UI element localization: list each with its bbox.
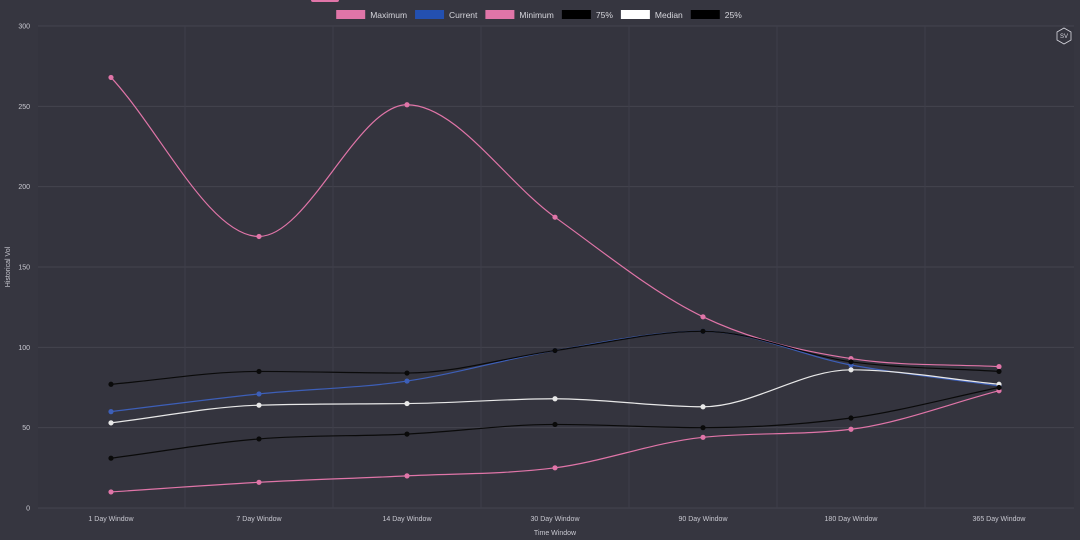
legend-swatch <box>415 10 445 19</box>
legend-label: Median <box>655 10 683 20</box>
data-point[interactable] <box>108 409 114 415</box>
x-axis-title: Time Window <box>534 530 577 537</box>
y-tick-label: 250 <box>18 104 30 111</box>
y-tick-label: 100 <box>18 345 30 352</box>
y-axis-title: Historical Vol <box>5 246 12 287</box>
x-tick-label: 7 Day Window <box>236 516 282 523</box>
data-point[interactable] <box>552 214 558 220</box>
data-point[interactable] <box>404 473 410 479</box>
legend-item[interactable]: Current <box>415 10 478 20</box>
hexagon-logo-icon <box>1056 27 1072 45</box>
legend-swatch <box>485 10 515 19</box>
legend[interactable]: Maximum Current Minimum 75% Median 25% <box>336 10 742 20</box>
data-point[interactable] <box>108 420 114 426</box>
x-tick-label: 1 Day Window <box>88 516 134 523</box>
watermark-logo: SV <box>1056 27 1072 45</box>
data-point[interactable] <box>256 402 262 408</box>
y-tick-label: 300 <box>18 24 30 31</box>
data-point[interactable] <box>108 74 114 81</box>
x-tick-label: 14 Day Window <box>382 516 432 523</box>
legend-label: Current <box>449 10 478 20</box>
series-line-maximum <box>110 77 1000 368</box>
data-point[interactable] <box>552 347 558 354</box>
data-point[interactable] <box>404 431 410 437</box>
y-tick-label: 50 <box>22 425 30 432</box>
data-point[interactable] <box>996 368 1002 375</box>
top-tab-indicator <box>311 0 339 2</box>
data-point[interactable] <box>404 378 410 384</box>
legend-label: 25% <box>725 10 742 20</box>
data-point[interactable] <box>108 381 114 387</box>
data-point[interactable] <box>700 425 706 431</box>
series <box>108 74 1002 495</box>
series-minimum <box>108 388 1002 495</box>
data-point[interactable] <box>552 421 558 428</box>
y-tick-label: 150 <box>18 265 30 272</box>
data-point[interactable] <box>404 102 410 108</box>
data-point[interactable] <box>996 384 1002 391</box>
legend-item[interactable]: 25% <box>690 10 742 20</box>
data-point[interactable] <box>108 455 114 461</box>
x-axis: 1 Day Window 7 Day Window 14 Day Window 30 … <box>88 516 1026 523</box>
legend-swatch <box>561 10 591 19</box>
grid <box>38 25 1074 509</box>
data-point[interactable] <box>404 400 410 407</box>
watermark-text: SV <box>1060 34 1068 40</box>
data-point[interactable] <box>700 434 706 440</box>
legend-item[interactable]: Maximum <box>336 10 407 20</box>
series-25pct <box>108 384 1002 461</box>
data-point[interactable] <box>700 314 706 320</box>
legend-item[interactable]: 75% <box>561 10 613 20</box>
data-point[interactable] <box>552 465 558 471</box>
series-maximum <box>108 74 1002 370</box>
data-point[interactable] <box>700 328 706 334</box>
legend-item[interactable]: Median <box>620 10 683 20</box>
data-point[interactable] <box>108 489 114 495</box>
y-tick-label: 0 <box>26 506 30 513</box>
data-point[interactable] <box>256 479 262 485</box>
data-point[interactable] <box>848 426 854 432</box>
legend-item[interactable]: Minimum <box>485 10 554 20</box>
legend-swatch <box>620 10 650 19</box>
legend-label: Maximum <box>370 10 407 20</box>
data-point[interactable] <box>404 370 410 376</box>
x-tick-label: 180 Day Window <box>825 516 879 523</box>
data-point[interactable] <box>256 391 262 397</box>
data-point[interactable] <box>256 233 262 240</box>
data-point[interactable] <box>848 367 854 373</box>
series-median <box>108 367 1002 426</box>
data-point[interactable] <box>256 436 262 442</box>
data-point[interactable] <box>256 368 262 375</box>
legend-swatch <box>690 10 720 19</box>
x-tick-label: 30 Day Window <box>530 516 580 523</box>
data-point[interactable] <box>700 404 706 410</box>
data-point[interactable] <box>552 396 558 402</box>
legend-label: 75% <box>596 10 613 20</box>
x-tick-label: 90 Day Window <box>678 516 728 523</box>
y-axis: 0 50 100 150 200 250 300 <box>18 24 30 513</box>
legend-swatch <box>336 10 366 19</box>
data-point[interactable] <box>848 415 854 421</box>
y-tick-label: 200 <box>18 184 30 191</box>
legend-label: Minimum <box>519 10 553 20</box>
series-75pct <box>108 328 1002 387</box>
data-point[interactable] <box>996 364 1002 370</box>
x-tick-label: 365 Day Window <box>973 516 1027 523</box>
data-point[interactable] <box>848 359 854 365</box>
